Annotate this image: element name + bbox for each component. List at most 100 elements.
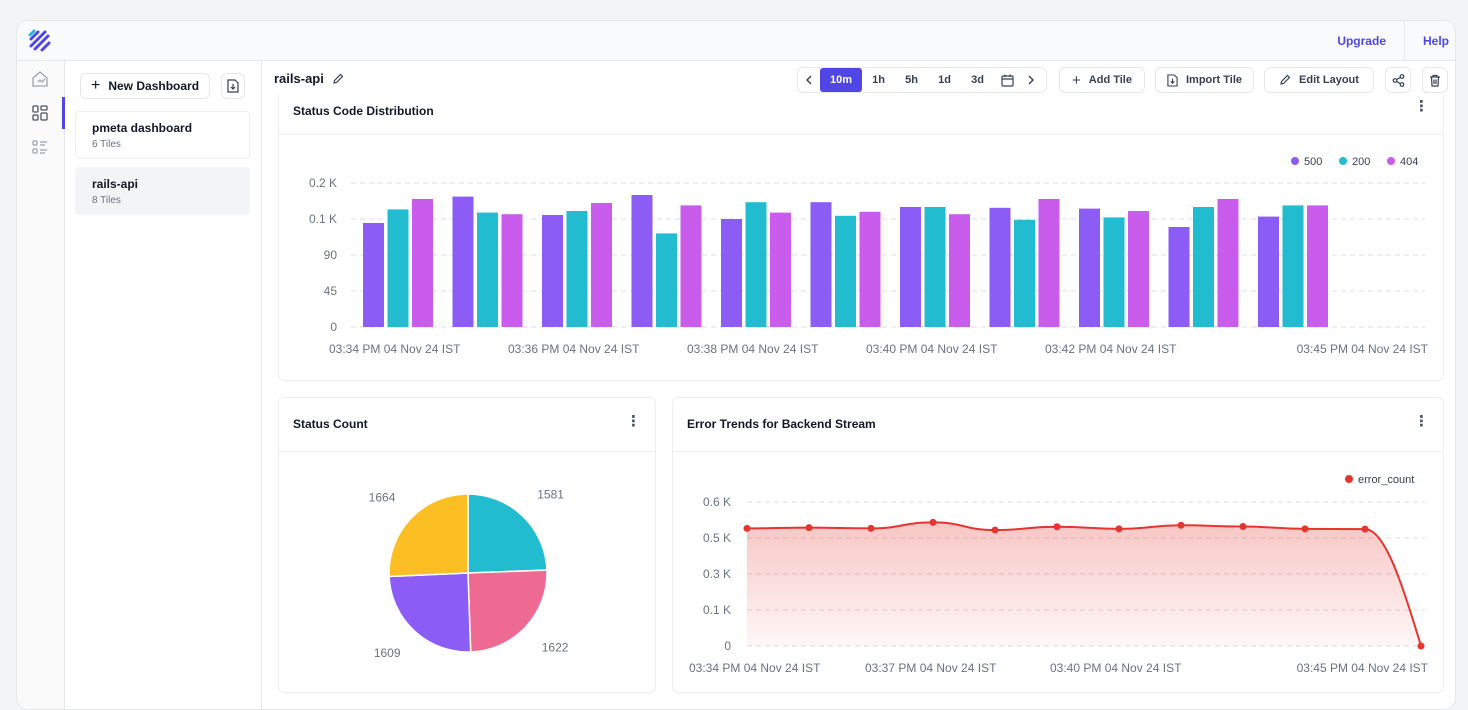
share-button[interactable]	[1385, 67, 1411, 93]
bar-500	[1168, 227, 1190, 327]
dashboard-sidebar: + New Dashboard pmeta dashboard 6 Tiles …	[65, 61, 262, 709]
calendar-button[interactable]	[994, 68, 1020, 92]
import-tile-label: Import Tile	[1185, 74, 1243, 86]
bar-200	[745, 202, 767, 327]
pie-slice	[467, 569, 548, 653]
bar-500	[631, 195, 653, 327]
bar-404	[680, 205, 702, 327]
data-point	[1417, 642, 1425, 650]
range-option-1d[interactable]: 1d	[938, 74, 951, 86]
bar-500	[989, 207, 1011, 327]
bar-500	[452, 196, 474, 327]
data-point	[1301, 525, 1309, 533]
import-dashboard-button[interactable]	[221, 73, 245, 99]
dashboard-item-subtitle: 8 Tiles	[92, 195, 121, 206]
pencil-icon[interactable]	[332, 73, 344, 85]
bar-200	[387, 209, 409, 327]
edit-layout-button[interactable]: Edit Layout	[1264, 67, 1374, 93]
pencil-icon	[1280, 74, 1291, 85]
bar-chart: 0 45 90 0.1 K 0.2 K 500 200 404 03:34 PM 04 Nov …	[309, 156, 1429, 356]
bar-200	[656, 233, 677, 327]
data-point	[1239, 522, 1247, 530]
kebab-menu-icon[interactable]: ⋮	[1414, 98, 1429, 115]
help-link[interactable]: Help	[1422, 34, 1449, 48]
chevron-right-icon	[1028, 75, 1034, 85]
bar-200	[566, 211, 588, 327]
y-tick-label: 0	[724, 639, 731, 653]
range-option-1h[interactable]: 1h	[872, 74, 885, 86]
y-tick-label: 0.2 K	[309, 176, 337, 190]
dashboard-title-text: rails-api	[274, 71, 324, 86]
bar-500	[542, 215, 563, 327]
legend-label: 200	[1352, 156, 1370, 168]
add-tile-button[interactable]: + Add Tile	[1059, 67, 1145, 93]
x-tick-label: 03:42 PM 04 Nov 24 IST	[1045, 342, 1177, 356]
bar-500	[810, 202, 832, 327]
tile-header: Error Trends for Backend Stream ⋮	[673, 398, 1443, 452]
y-tick-label: 0.3 K	[703, 567, 731, 581]
x-tick-label: 03:37 PM 04 Nov 24 IST	[865, 661, 997, 675]
dashboard-item[interactable]: pmeta dashboard 6 Tiles	[75, 111, 250, 159]
pie-label: 1581	[537, 488, 564, 502]
tile-title: Status Count	[293, 417, 368, 431]
kebab-menu-icon[interactable]: ⋮	[1414, 413, 1429, 430]
app-window: Upgrade Help + New Dashboard pmeta dashb…	[16, 20, 1456, 710]
plus-icon: +	[91, 77, 101, 94]
kebab-menu-icon[interactable]: ⋮	[626, 413, 641, 430]
dashboard-toolbar: rails-api 10m 1h 5h 1d 3d	[262, 61, 1455, 99]
delete-button[interactable]	[1422, 67, 1448, 93]
tile-header: Status Count ⋮	[279, 398, 655, 452]
legend-label: 500	[1304, 156, 1322, 168]
main-area: rails-api 10m 1h 5h 1d 3d	[262, 61, 1455, 709]
icon-rail	[17, 61, 65, 709]
import-tile-button[interactable]: Import Tile	[1155, 67, 1254, 93]
x-tick-label: 03:36 PM 04 Nov 24 IST	[508, 342, 640, 356]
bar-200	[835, 215, 856, 327]
range-option-3d[interactable]: 3d	[971, 74, 984, 86]
home-icon[interactable]	[30, 69, 50, 89]
legend-marker	[1345, 475, 1353, 483]
bar-404	[1217, 199, 1239, 327]
x-tick-label: 03:40 PM 04 Nov 24 IST	[1050, 661, 1182, 675]
tile-title: Error Trends for Backend Stream	[687, 417, 876, 431]
file-import-icon	[227, 79, 239, 93]
pie-chart: 1581 1622 1609 1664	[369, 488, 569, 660]
dashboard-item-active[interactable]: rails-api 8 Tiles	[75, 167, 250, 215]
data-point	[929, 518, 937, 526]
app-logo[interactable]	[27, 28, 53, 54]
y-tick-label: 0	[330, 320, 337, 334]
pie-slice	[388, 572, 472, 653]
x-tick-label: 03:34 PM 04 Nov 24 IST	[329, 342, 461, 356]
trash-icon	[1430, 74, 1440, 87]
y-tick-label: 0.1 K	[703, 603, 731, 617]
bar-500	[1079, 208, 1100, 327]
new-dashboard-label: New Dashboard	[108, 79, 200, 93]
bar-404	[770, 212, 791, 327]
prev-range-button[interactable]	[798, 68, 820, 92]
bar-404	[949, 214, 970, 327]
next-range-button[interactable]	[1020, 68, 1042, 92]
x-tick-label: 03:40 PM 04 Nov 24 IST	[866, 342, 998, 356]
x-tick-label: 03:34 PM 04 Nov 24 IST	[689, 661, 821, 675]
file-import-icon	[1167, 73, 1178, 87]
new-dashboard-button[interactable]: + New Dashboard	[80, 73, 210, 99]
area-fill	[747, 522, 1421, 646]
legend-label: error_count	[1358, 474, 1414, 486]
data-point	[867, 524, 875, 532]
bar-404	[1038, 199, 1060, 327]
y-tick-label: 45	[324, 284, 338, 298]
status-distribution-tile: Status Code Distribution ⋮ 0 45 90 0.1 K 0.2…	[278, 95, 1444, 381]
upgrade-link[interactable]: Upgrade	[1337, 34, 1386, 48]
list-icon[interactable]	[30, 137, 50, 157]
bar-500	[900, 207, 921, 327]
bar-200	[1103, 217, 1125, 327]
x-tick-label: 03:45 PM 04 Nov 24 IST	[1297, 661, 1429, 675]
pie-slice	[388, 493, 469, 578]
pie-label: 1609	[374, 646, 401, 660]
range-option-5h[interactable]: 5h	[905, 74, 918, 86]
dashboards-icon[interactable]	[30, 103, 50, 123]
edit-layout-label: Edit Layout	[1299, 74, 1359, 86]
tile-header: Status Code Distribution ⋮	[279, 95, 1443, 135]
bar-200	[924, 207, 946, 327]
range-option-10m[interactable]: 10m	[820, 68, 862, 92]
